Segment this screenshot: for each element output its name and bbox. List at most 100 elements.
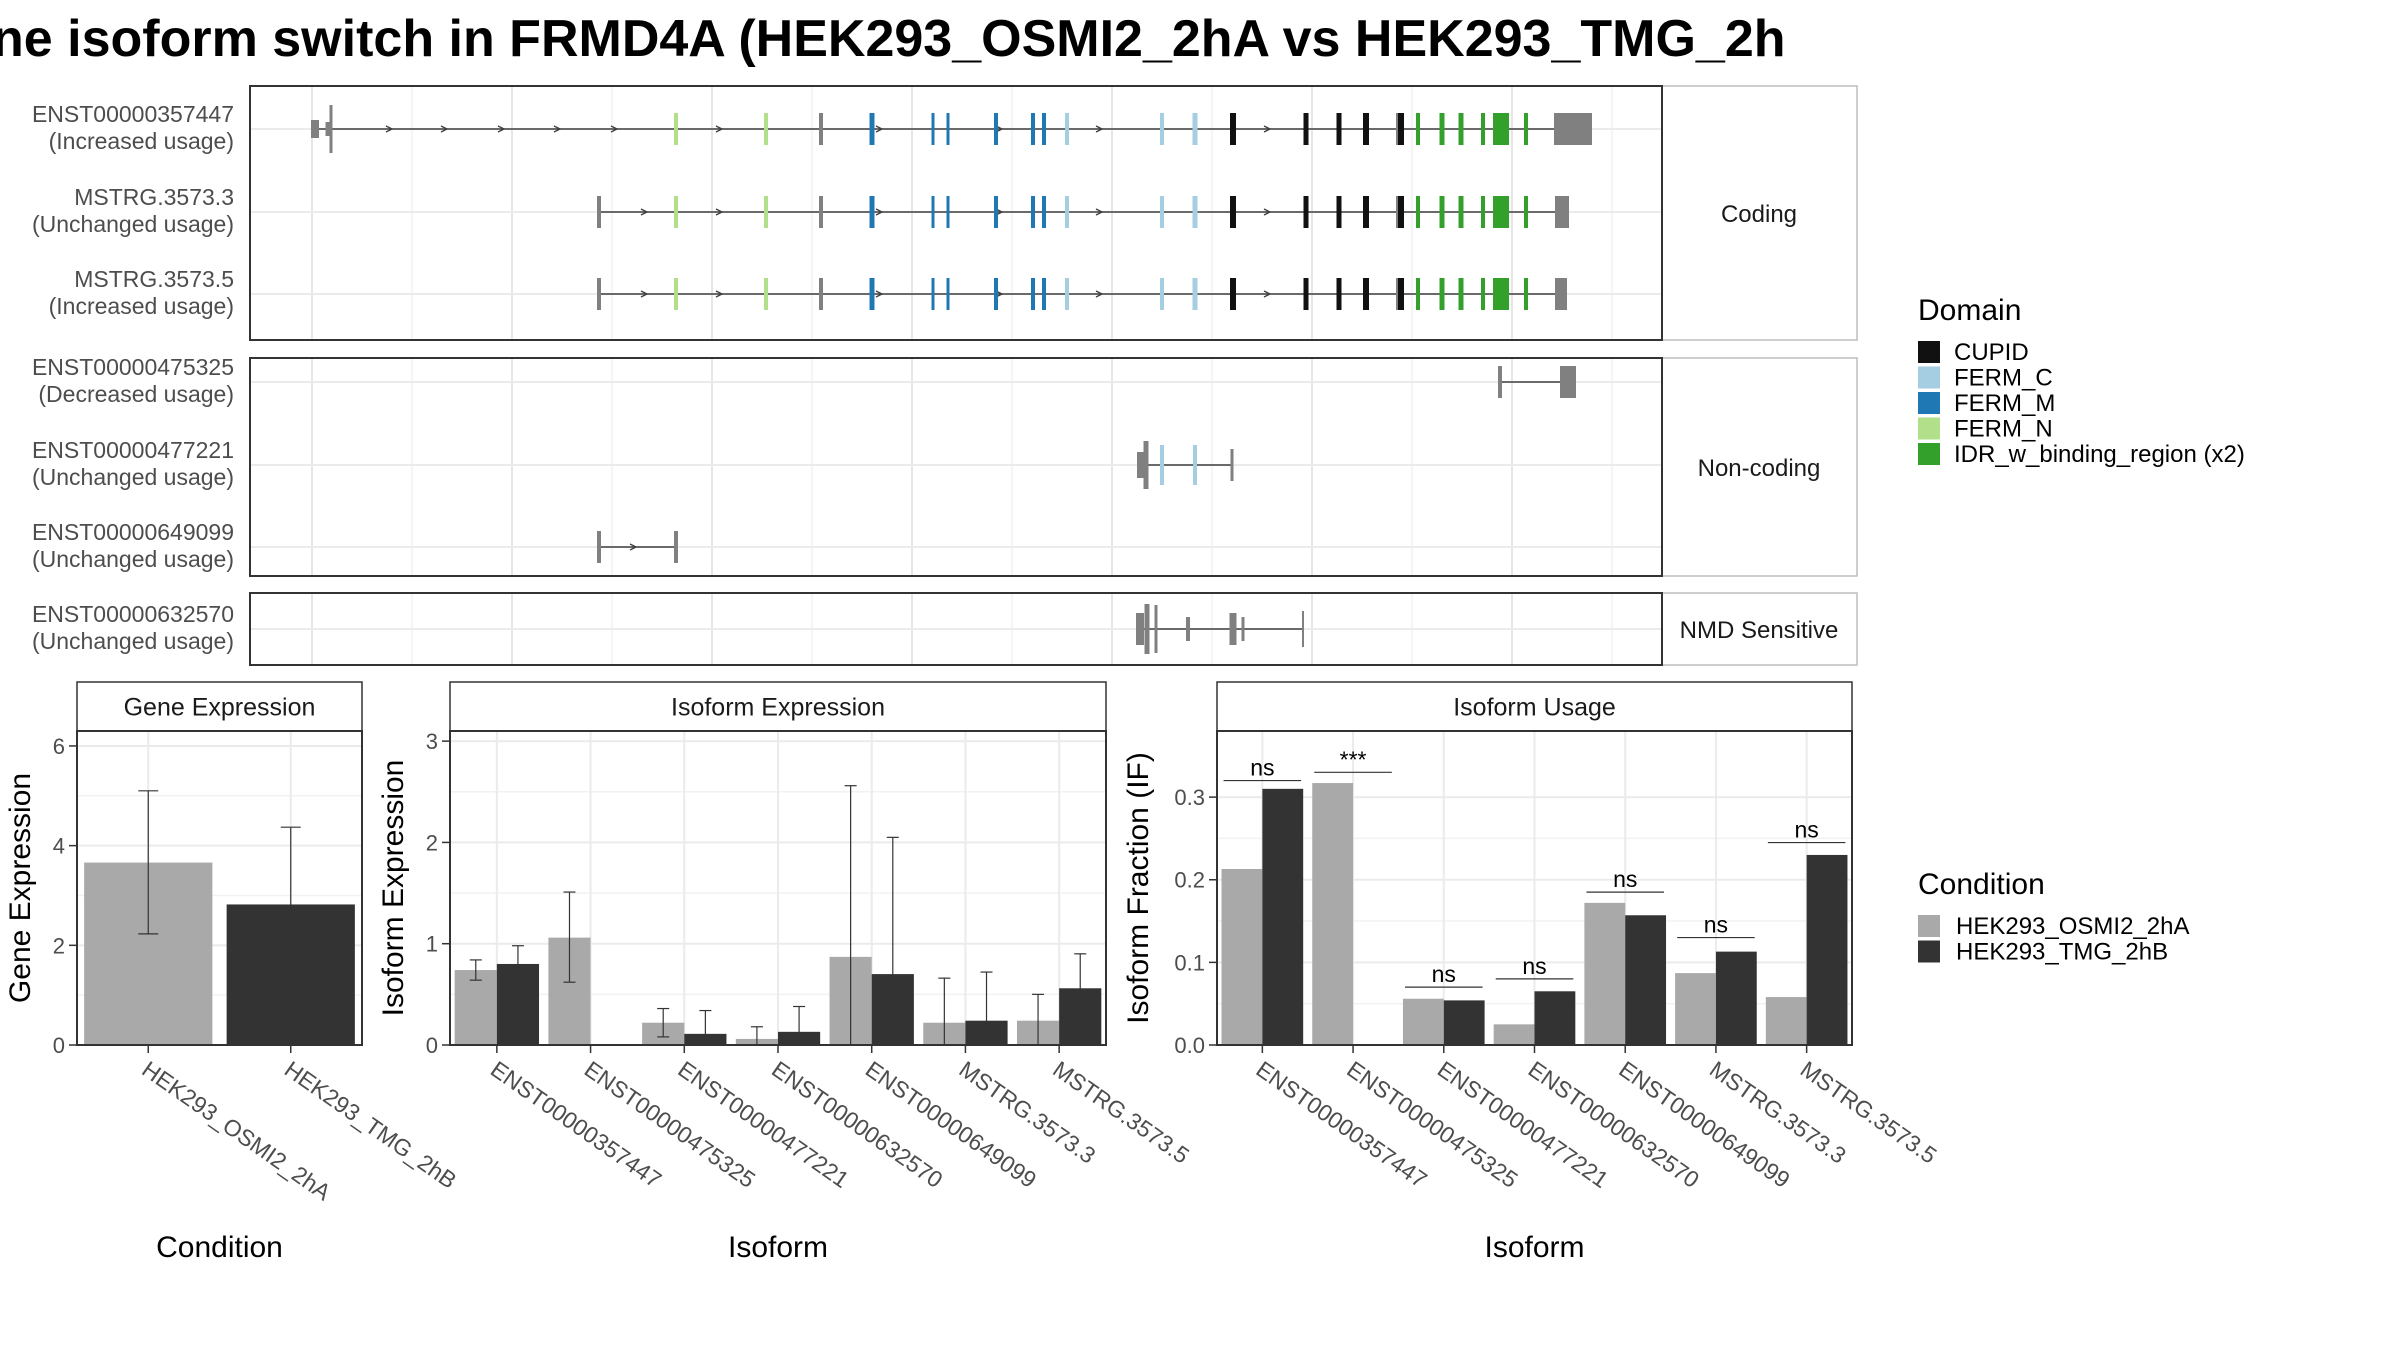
exon <box>1143 441 1149 489</box>
facet-strip <box>1661 592 1858 666</box>
exon <box>1439 113 1445 145</box>
y-tick-label: 6 <box>53 734 65 759</box>
bar <box>1715 951 1757 1045</box>
intron-arrow <box>640 208 649 216</box>
exon <box>1160 113 1164 145</box>
exon <box>869 113 875 145</box>
exon <box>1336 113 1342 145</box>
exon <box>1230 449 1234 481</box>
exon <box>1493 113 1501 145</box>
exon <box>1458 278 1464 310</box>
isoform-usage-label: (Decreased usage) <box>38 381 234 407</box>
exon <box>1554 113 1592 145</box>
exon <box>931 196 935 228</box>
intron-arrow <box>875 290 884 298</box>
y-tick-label: 0.1 <box>1174 950 1205 975</box>
exon <box>1303 113 1309 145</box>
exon <box>1555 278 1567 310</box>
exon <box>1481 113 1485 145</box>
intron-arrow <box>610 125 619 133</box>
exon <box>1230 278 1236 310</box>
y-axis-title: Gene Expression <box>4 773 37 1003</box>
facet-strip-label: Non-coding <box>1698 455 1821 482</box>
condition-legend-label: HEK293_OSMI2_2hA <box>1956 913 2189 940</box>
exon <box>1042 196 1046 228</box>
isoform-id-label: ENST00000649099 <box>32 519 234 545</box>
exon <box>1230 196 1236 228</box>
exon <box>1042 113 1046 145</box>
exon <box>819 278 823 310</box>
isoform-id-label: ENST00000632570 <box>32 601 234 627</box>
exon <box>1160 445 1164 485</box>
condition-legend-label: HEK293_TMG_2hB <box>1956 939 2168 966</box>
isoform-id-label: ENST00000477221 <box>32 437 234 463</box>
exon <box>1192 113 1198 145</box>
panel-border <box>76 730 363 1046</box>
bar <box>1262 788 1304 1045</box>
exon <box>1042 278 1046 310</box>
exon <box>1229 613 1237 645</box>
domain-legend-swatch <box>1918 392 1940 414</box>
bar <box>1806 854 1848 1045</box>
exon <box>931 113 935 145</box>
bar <box>1625 915 1667 1045</box>
isoform-usage-panel: Isoform Usage ns *** ns ns ns ns ns 0.0 0.1 0.2 0.3… <box>1122 681 1942 1264</box>
exon <box>1363 113 1369 145</box>
facet-strip-label: Coding <box>1721 201 1797 228</box>
exon <box>1031 196 1035 228</box>
exon <box>1560 366 1576 398</box>
y-tick-label: 0.3 <box>1174 785 1205 810</box>
exon <box>1192 196 1198 228</box>
y-tick-label: 2 <box>426 830 438 855</box>
exon <box>1524 278 1528 310</box>
structure-panel-border <box>249 592 1663 666</box>
transcript-row <box>597 196 1569 228</box>
exon <box>764 278 768 310</box>
exon <box>819 196 823 228</box>
isoform-usage-label: (Unchanged usage) <box>32 628 234 654</box>
exon <box>325 122 331 136</box>
exon <box>1302 611 1304 647</box>
exon <box>1186 617 1190 641</box>
intron-arrow <box>553 125 562 133</box>
bar <box>1675 973 1716 1045</box>
domain-legend-label: IDR_w_binding_region (x2) <box>1954 441 2245 468</box>
exon <box>946 196 950 228</box>
facet-strip-label: NMD Sensitive <box>1680 617 1839 644</box>
domain-legend-title: Domain <box>1918 294 2021 327</box>
bar <box>1443 1000 1485 1045</box>
y-tick-label: 0 <box>426 1033 438 1058</box>
x-tick-label: ENST00000357447 <box>486 1056 666 1193</box>
facet-strip <box>1661 85 1858 341</box>
exon <box>1481 278 1485 310</box>
isoform-usage-label: (Unchanged usage) <box>32 211 234 237</box>
transcript-row <box>1498 366 1576 398</box>
exon <box>869 278 875 310</box>
intron-arrow <box>875 208 884 216</box>
y-tick-label: 0.2 <box>1174 868 1205 893</box>
exon <box>1031 113 1035 145</box>
exon <box>674 196 678 228</box>
bar <box>1765 997 1807 1045</box>
x-tick-label: ENST00000475325 <box>580 1056 760 1193</box>
y-tick-label: 0 <box>53 1033 65 1058</box>
exon <box>1493 196 1501 228</box>
exon <box>1031 278 1035 310</box>
intron-arrow <box>715 125 724 133</box>
exon <box>1144 604 1150 654</box>
condition-legend-swatch <box>1918 915 1940 937</box>
intron-arrow <box>629 543 638 551</box>
exon <box>1481 196 1485 228</box>
exon <box>1363 196 1369 228</box>
exon <box>1137 452 1145 478</box>
domain-legend-label: FERM_M <box>1954 390 2055 417</box>
panel-strip <box>449 681 1107 732</box>
transcript-structure-plot: Coding Non-coding NMD Sensitive ENST0000035… <box>32 85 1858 666</box>
intron-arrow <box>1095 125 1104 133</box>
bar <box>1312 783 1354 1045</box>
structure-panel-border <box>249 357 1663 577</box>
exon <box>819 113 823 145</box>
x-tick-label: ENST00000477221 <box>673 1056 853 1193</box>
